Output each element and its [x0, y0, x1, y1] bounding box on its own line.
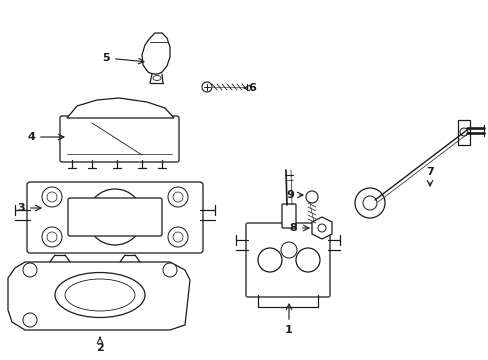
Polygon shape	[142, 33, 170, 74]
Circle shape	[87, 189, 142, 245]
Circle shape	[23, 263, 37, 277]
Text: 1: 1	[285, 304, 292, 335]
Circle shape	[47, 192, 57, 202]
Text: 7: 7	[425, 167, 433, 186]
Text: 5: 5	[102, 53, 143, 64]
Ellipse shape	[65, 279, 135, 311]
Circle shape	[354, 188, 384, 218]
FancyBboxPatch shape	[60, 116, 179, 162]
Circle shape	[362, 196, 376, 210]
Text: 8: 8	[289, 223, 308, 233]
FancyBboxPatch shape	[245, 223, 329, 297]
Circle shape	[168, 187, 187, 207]
Circle shape	[459, 128, 467, 136]
Circle shape	[168, 227, 187, 247]
Circle shape	[99, 201, 131, 233]
Circle shape	[295, 248, 319, 272]
Text: 3: 3	[18, 203, 41, 213]
Polygon shape	[311, 217, 331, 239]
Text: 6: 6	[244, 83, 255, 93]
FancyBboxPatch shape	[282, 204, 295, 228]
Text: 2: 2	[96, 337, 103, 353]
Circle shape	[163, 263, 177, 277]
PathPatch shape	[67, 98, 174, 118]
Circle shape	[47, 232, 57, 242]
Circle shape	[173, 232, 183, 242]
Circle shape	[317, 224, 325, 232]
Text: 4: 4	[27, 132, 64, 142]
Circle shape	[42, 187, 62, 207]
FancyBboxPatch shape	[68, 198, 162, 236]
Circle shape	[258, 248, 282, 272]
Ellipse shape	[153, 76, 161, 81]
Circle shape	[173, 192, 183, 202]
Polygon shape	[8, 262, 190, 330]
Bar	[457, 120, 469, 145]
Circle shape	[202, 82, 212, 92]
Text: 9: 9	[285, 190, 303, 200]
Circle shape	[42, 227, 62, 247]
Circle shape	[281, 242, 296, 258]
Ellipse shape	[55, 273, 145, 318]
FancyBboxPatch shape	[27, 182, 203, 253]
Circle shape	[305, 191, 317, 203]
Circle shape	[23, 313, 37, 327]
